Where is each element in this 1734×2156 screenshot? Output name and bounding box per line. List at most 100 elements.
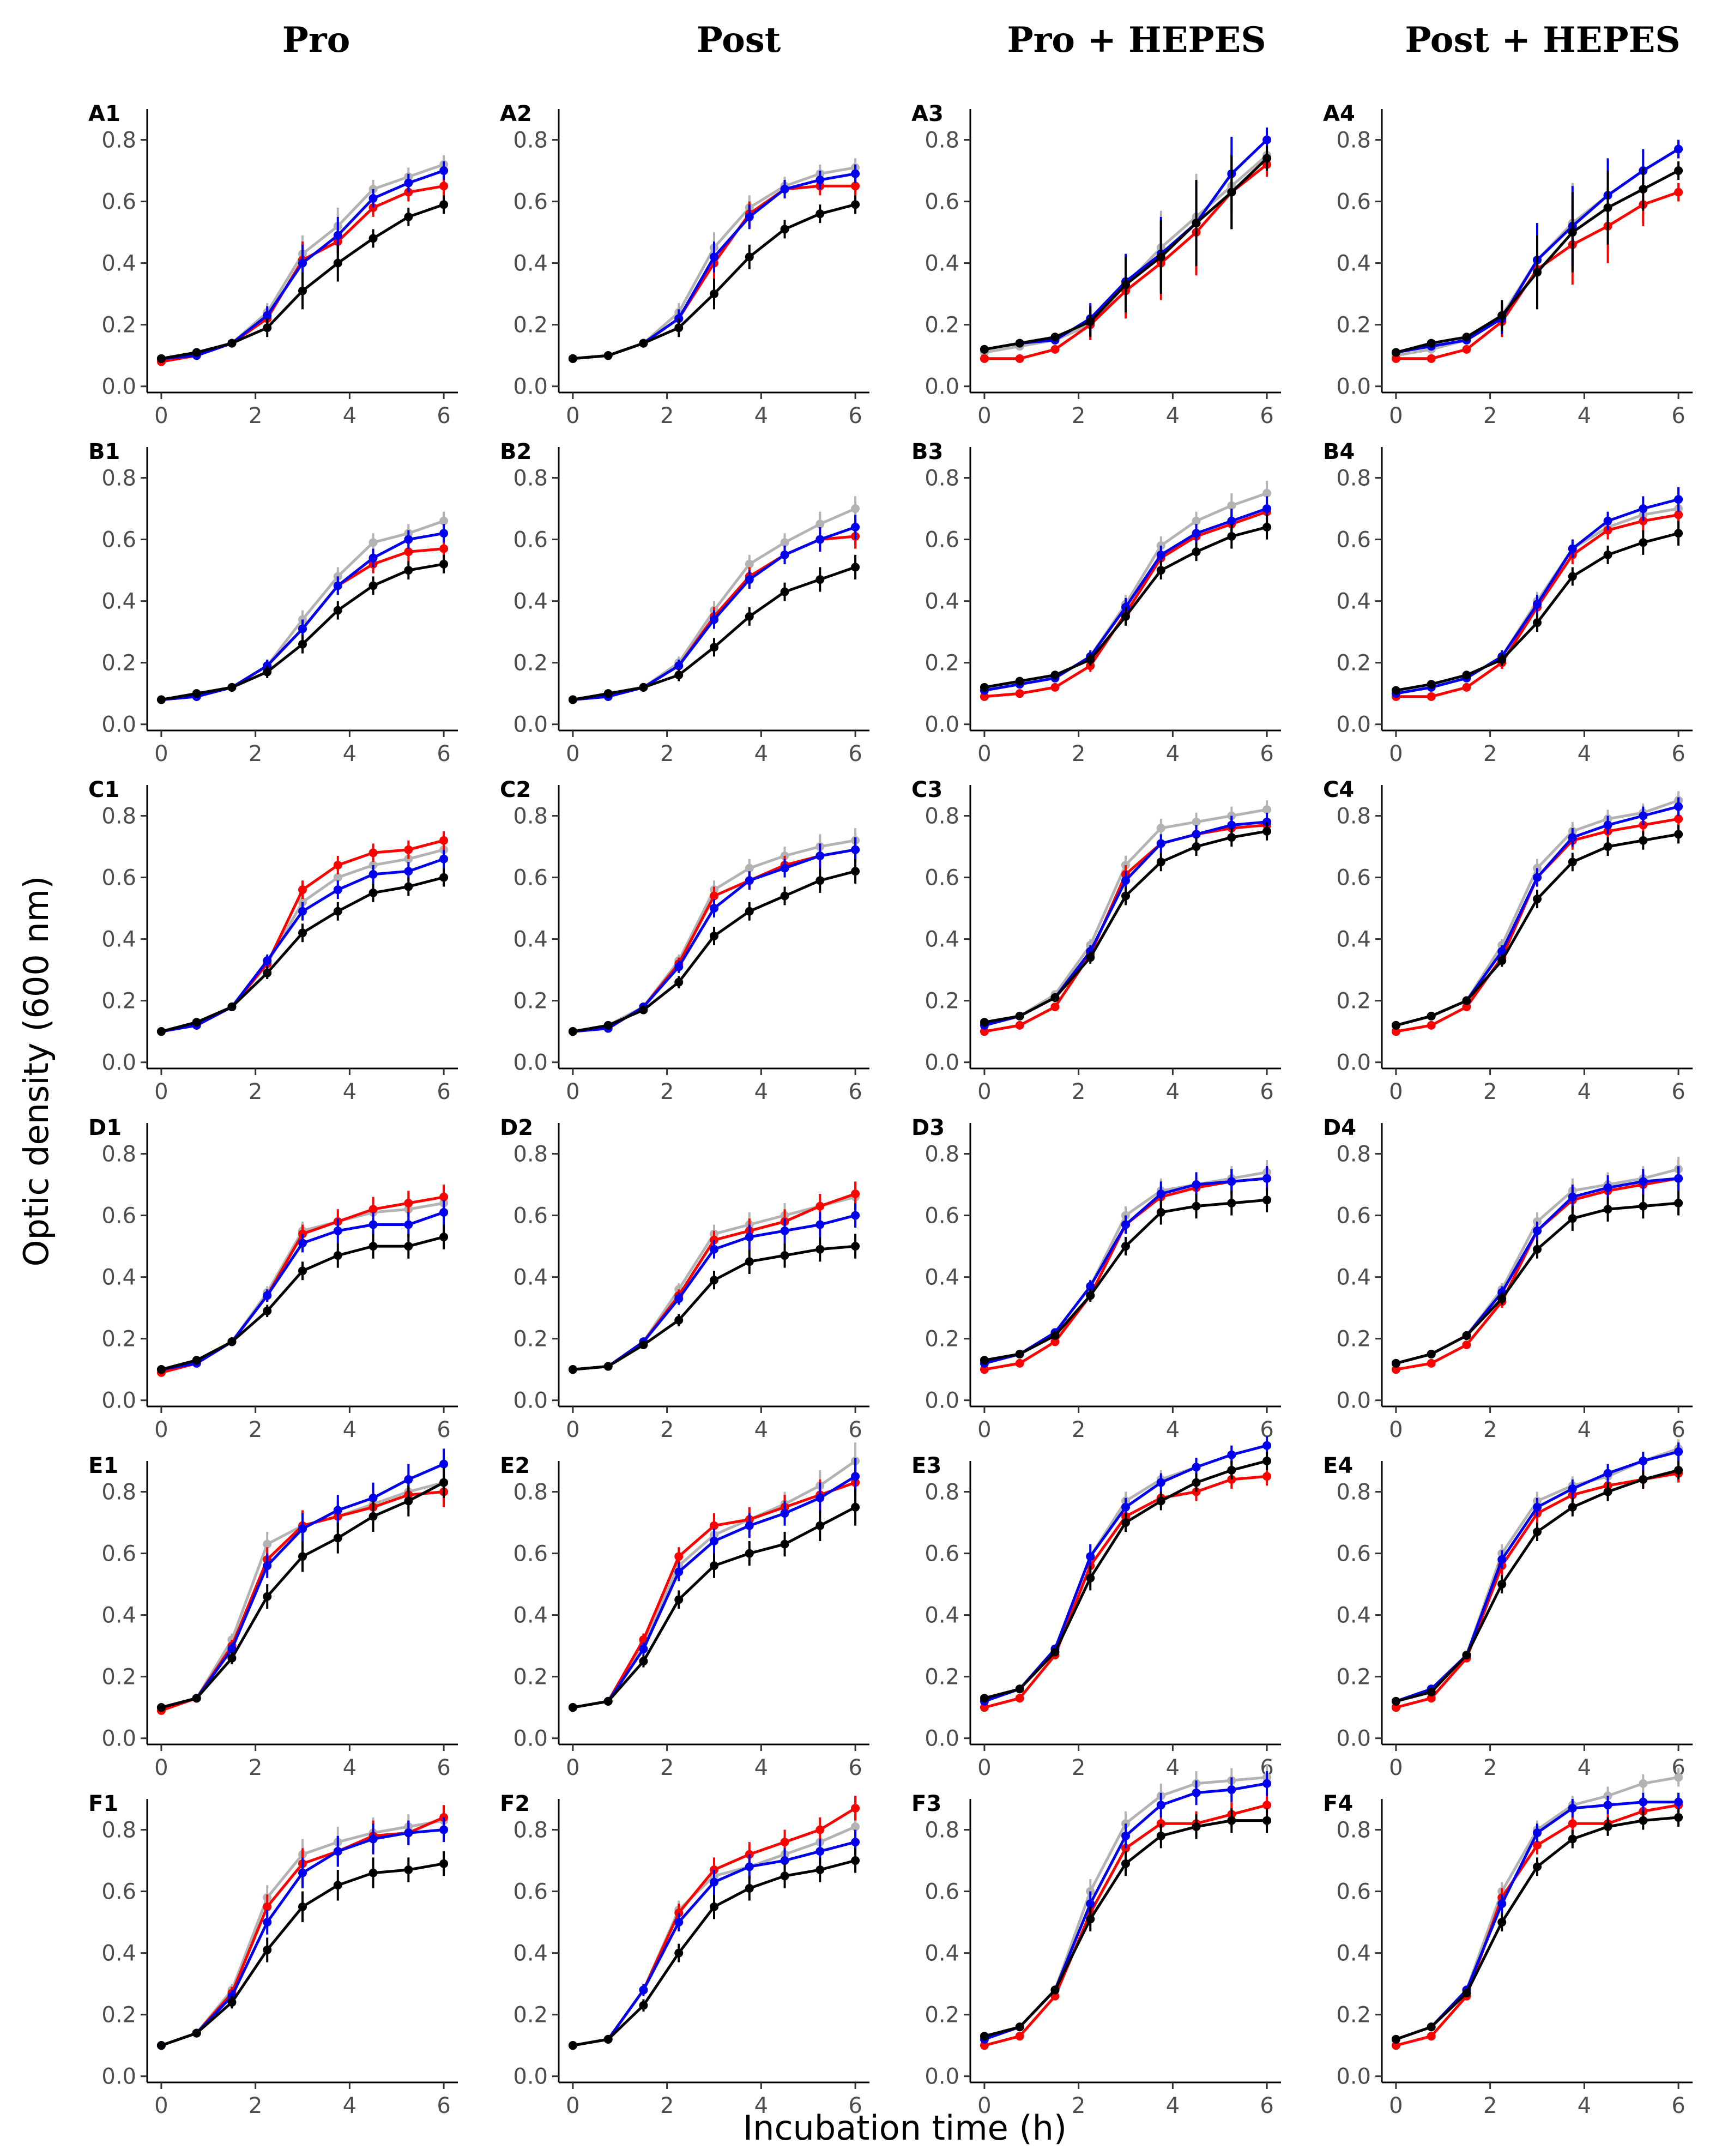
data-point: [227, 1653, 237, 1663]
data-point: [1227, 1198, 1236, 1207]
data-point: [333, 907, 342, 916]
data-point: [1391, 1020, 1400, 1030]
panel-label: E3: [911, 1453, 941, 1478]
y-tick-label: 0.6: [1336, 190, 1371, 215]
data-point: [1462, 671, 1471, 680]
data-point: [674, 1595, 684, 1604]
data-point: [1156, 857, 1165, 867]
data-point: [368, 234, 378, 243]
panel-label: D1: [88, 1115, 122, 1140]
data-point: [815, 1245, 825, 1254]
y-tick-label: 0.0: [1336, 375, 1371, 400]
data-point: [780, 1251, 789, 1260]
x-axis-title: Incubation time (h): [743, 2108, 1067, 2148]
data-point: [851, 1211, 860, 1220]
data-point: [1262, 135, 1272, 144]
data-point: [263, 1539, 272, 1549]
data-point: [404, 178, 413, 188]
data-point: [368, 1220, 378, 1229]
data-point: [1121, 1518, 1130, 1527]
series-line: [1395, 1775, 1679, 2041]
y-tick-label: 0.8: [1336, 1142, 1371, 1167]
data-point: [368, 553, 378, 563]
y-tick-label: 0.6: [101, 866, 136, 891]
data-point: [780, 891, 789, 901]
series-black: [980, 146, 1272, 354]
data-point: [815, 575, 825, 584]
x-tick-label: 2: [660, 403, 674, 428]
data-point: [263, 968, 272, 977]
series-line: [572, 566, 856, 701]
y-tick-label: 0.8: [101, 1142, 136, 1167]
data-point: [439, 516, 449, 526]
y-tick-label: 0.8: [1336, 1818, 1371, 1843]
data-point: [780, 1509, 789, 1518]
y-tick-label: 0.0: [925, 1050, 959, 1076]
data-point: [851, 200, 860, 209]
x-tick-label: 0: [1389, 1079, 1403, 1104]
series-line: [1395, 805, 1679, 1027]
series-line: [161, 1463, 445, 1709]
data-point: [1497, 1918, 1507, 1927]
y-tick-label: 0.2: [925, 2003, 959, 2028]
y-tick-label: 0.8: [513, 466, 548, 491]
data-point: [815, 209, 825, 219]
series-black: [1391, 161, 1683, 357]
x-tick-label: 0: [566, 1755, 579, 1780]
panel-label: D3: [911, 1115, 945, 1140]
y-tick-label: 0.4: [513, 927, 548, 952]
data-point: [439, 1478, 449, 1487]
data-point: [1156, 1189, 1165, 1198]
data-point: [1050, 1337, 1060, 1346]
series-blue: [980, 127, 1272, 354]
x-tick-label: 0: [1389, 741, 1403, 766]
x-tick-label: 0: [1389, 2093, 1403, 2118]
y-tick-label: 0.2: [101, 989, 136, 1014]
data-point: [368, 538, 378, 547]
data-point: [710, 904, 718, 913]
data-point: [780, 1226, 789, 1235]
x-tick-label: 6: [848, 2093, 862, 2118]
x-tick-label: 4: [343, 1417, 357, 1442]
series-red: [1391, 1166, 1683, 1374]
y-tick-label: 0.4: [513, 589, 548, 614]
series-black: [156, 1467, 449, 1712]
series-line: [161, 1235, 444, 1371]
data-point: [674, 1918, 684, 1927]
data-point: [1262, 1174, 1272, 1183]
data-point: [639, 1340, 648, 1349]
y-tick-label: 0.4: [1336, 1265, 1371, 1290]
y-tick-label: 0.4: [1336, 1941, 1371, 1966]
column-title-pro: Pro: [282, 20, 351, 61]
data-point: [780, 550, 789, 559]
panel-e4: E40.00.20.40.60.80 2 4 6: [1323, 1439, 1693, 1780]
panel-label: A3: [911, 101, 944, 126]
data-point: [1639, 1816, 1648, 1825]
y-tick-label: 0.8: [513, 1142, 548, 1167]
x-tick-label: 0: [566, 403, 579, 428]
x-tick-label: 2: [1072, 2093, 1085, 2118]
data-point: [1639, 184, 1648, 194]
panel-c1: C1 0.0 0.2 0.4 0.6 0.8 0 2 4 6: [88, 777, 458, 1104]
y-tick-label: 0.2: [513, 1665, 548, 1690]
data-point: [1639, 538, 1648, 547]
data-point: [1050, 345, 1060, 354]
data-point: [1603, 1469, 1612, 1478]
data-point: [980, 2032, 989, 2041]
series-gray: [980, 481, 1272, 695]
data-point: [851, 867, 860, 876]
data-point: [192, 348, 201, 357]
data-point: [1533, 1862, 1542, 1871]
data-point: [1121, 1831, 1130, 1840]
series-line: [1395, 799, 1679, 1027]
data-point: [1674, 814, 1683, 824]
y-tick-label: 0.8: [513, 1818, 548, 1843]
data-point: [1227, 1785, 1236, 1795]
column-title-post: Post: [697, 20, 781, 61]
y-tick-label: 0.0: [101, 712, 136, 738]
series-blue: [980, 812, 1272, 1030]
data-point: [710, 1877, 718, 1887]
x-tick-label: 4: [343, 403, 357, 428]
data-point: [404, 212, 413, 221]
data-point: [439, 836, 449, 845]
